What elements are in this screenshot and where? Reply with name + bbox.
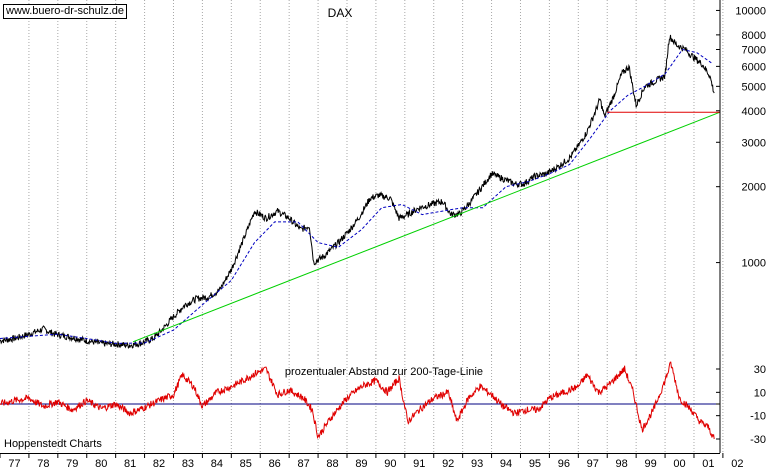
dax-y-axis: 10000 8000 7000 6000 5000 4000 3000 2000 1000	[716, 5, 766, 270]
oscillator-y-tick-label: -10	[750, 411, 766, 423]
x-tick-label: 77	[8, 458, 20, 470]
dax-y-tick-label: 8000	[742, 30, 766, 42]
x-tick-label: 89	[355, 458, 367, 470]
x-tick-label: 93	[471, 458, 483, 470]
x-tick-label: 86	[269, 458, 281, 470]
x-tick-label: 01	[702, 458, 714, 470]
x-tick-label: 88	[326, 458, 338, 470]
dax-y-tick-label: 2000	[742, 182, 766, 194]
x-tick-label: 83	[182, 458, 194, 470]
dax-index-line	[0, 34, 715, 349]
dax-price-panel: DAX	[0, 0, 724, 355]
oscillator-series-lines	[0, 361, 720, 440]
dax-chart-title: DAX	[328, 6, 353, 20]
x-tick-label: 92	[442, 458, 454, 470]
dax-y-tick-label: 1000	[742, 258, 766, 270]
long-term-trendline	[132, 111, 721, 343]
oscillator-panel: prozentualer Abstand zur 200-Tage-Linie	[0, 355, 724, 453]
dax-y-tick-label: 7000	[742, 44, 766, 56]
x-tick-label: 99	[644, 458, 656, 470]
x-tick-label: 85	[240, 458, 252, 470]
dax-y-tick-label: 5000	[742, 81, 766, 93]
x-tick-label: 02	[731, 458, 743, 470]
oscillator-y-tick-label: 10	[754, 387, 766, 399]
dax-y-tick-label: 10000	[735, 5, 766, 17]
x-tick-label: 90	[384, 458, 396, 470]
x-tick-label: 80	[95, 458, 107, 470]
moving-average-200-line	[0, 48, 712, 344]
x-tick-label: 96	[558, 458, 570, 470]
dax-y-tick-label: 6000	[742, 61, 766, 73]
oscillator-title: prozentualer Abstand zur 200-Tage-Linie	[285, 366, 483, 378]
x-tick-label: 79	[66, 458, 78, 470]
x-tick-label: 97	[587, 458, 599, 470]
x-tick-label: 82	[153, 458, 165, 470]
chart-credit-label: Hoppenstedt Charts	[4, 438, 102, 450]
x-tick-label: 00	[673, 458, 685, 470]
dax-series-lines	[0, 34, 721, 349]
x-tick-label: 95	[529, 458, 541, 470]
x-tick-label: 87	[297, 458, 309, 470]
dax-y-tick-label: 4000	[742, 106, 766, 118]
x-tick-label: 98	[616, 458, 628, 470]
x-tick-label: 84	[211, 458, 223, 470]
x-tick-label: 81	[124, 458, 136, 470]
axes	[0, 0, 721, 454]
dax-y-tick-label: 3000	[742, 137, 766, 149]
x-tick-label: 94	[500, 458, 512, 470]
year-x-axis: 77 78 79 80 81 82 83 84 85 86 87 88 89 90 91 92 93 94 95 96…	[0, 453, 743, 470]
main-vertical-gridlines	[28, 0, 724, 355]
x-tick-label: 78	[37, 458, 49, 470]
oscillator-y-tick-label: 30	[754, 364, 766, 376]
oscillator-line	[0, 361, 715, 440]
oscillator-y-axis: 30 10 -10 -30	[716, 364, 766, 446]
x-tick-label: 91	[413, 458, 425, 470]
source-url-label: www.buero-dr-schulz.de	[3, 4, 127, 19]
oscillator-y-tick-label: -30	[750, 434, 766, 446]
